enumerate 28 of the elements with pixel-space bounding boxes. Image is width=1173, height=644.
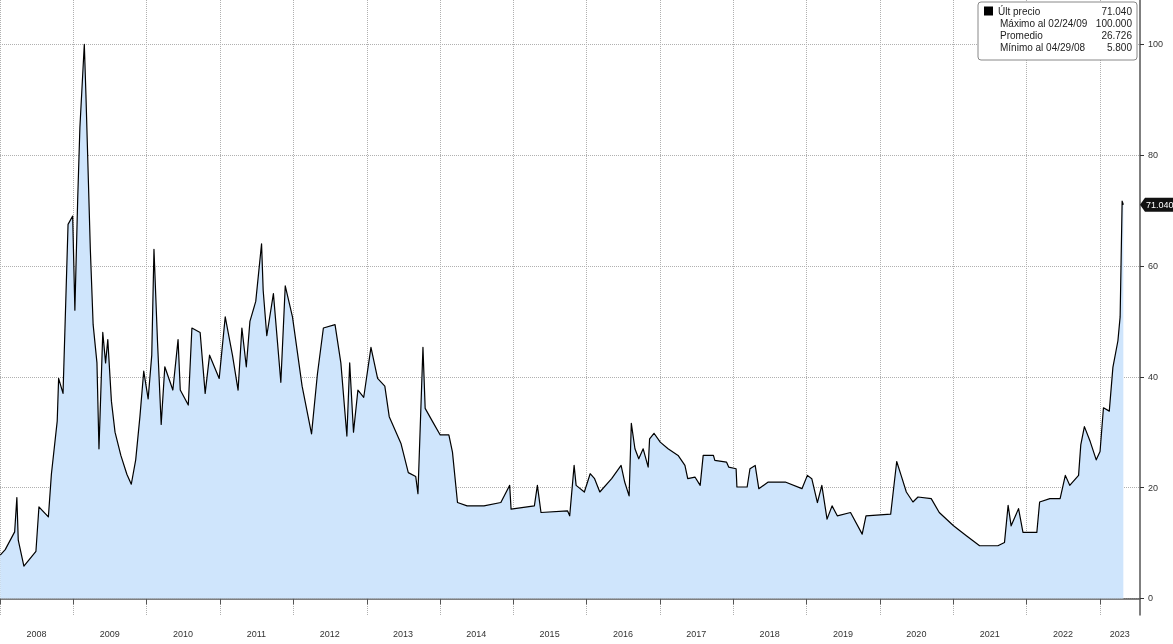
y-tick-label: 100 — [1148, 39, 1164, 50]
x-tick-label: 2008 — [26, 628, 47, 639]
x-tick-label: 2014 — [466, 628, 487, 639]
x-tick-label: 2016 — [613, 628, 634, 639]
x-tick-label: 2022 — [1052, 628, 1073, 639]
legend-label: Últ precio — [998, 4, 1041, 17]
y-tick-label: 0 — [1148, 593, 1154, 604]
annotation: Máximo al 02/24/09 100.000 — [1000, 17, 1133, 29]
x-tick-label: 2018 — [759, 628, 780, 639]
y-tick-label: 20 — [1148, 482, 1159, 493]
x-tick-label: 2010 — [173, 628, 194, 639]
x-tick-label: 2013 — [393, 628, 414, 639]
x-tick-label: 2011 — [246, 628, 267, 639]
x-tick-label: 2019 — [832, 628, 853, 639]
text: Mínimo al 04/29/08 5.800 — [1000, 41, 1132, 53]
text: 71.040 — [1101, 5, 1132, 17]
y-tick-label: 40 — [1148, 371, 1159, 382]
x-tick-label: 2020 — [906, 628, 927, 639]
x-tick-label: 2012 — [319, 628, 340, 639]
x-tick-label: 2023 — [1109, 628, 1130, 639]
annotation: 71.040 — [1146, 199, 1173, 210]
x-tick-label: 2021 — [979, 628, 1000, 639]
x-tick-label: 2009 — [99, 628, 120, 639]
y-tick-label: 60 — [1148, 260, 1159, 271]
x-tick-label: 2017 — [686, 628, 707, 639]
y-tick-label: 80 — [1148, 150, 1159, 161]
text: Promedio 26.726 — [1000, 29, 1132, 41]
x-tick-label: 2015 — [539, 628, 560, 639]
